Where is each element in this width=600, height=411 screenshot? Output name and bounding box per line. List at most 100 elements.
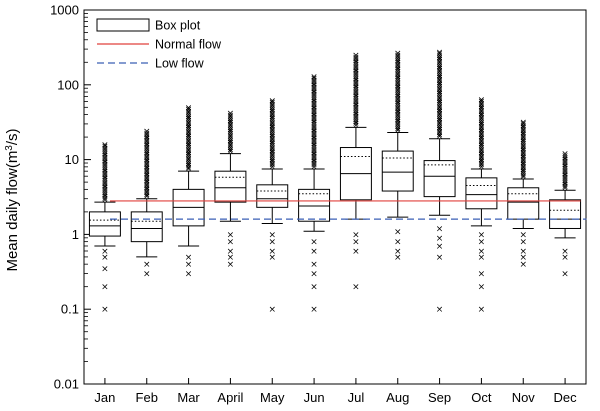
outlier-marker: × xyxy=(268,238,276,248)
outlier-marker: × xyxy=(143,129,151,139)
outlier-marker: × xyxy=(268,141,276,151)
outlier-marker: × xyxy=(436,59,444,69)
outlier-marker: × xyxy=(394,97,402,107)
outlier-marker: × xyxy=(310,122,318,132)
outlier-marker: × xyxy=(352,53,360,63)
box-oct: ××××××××××××××××××××××××××××××××××××××××… xyxy=(465,95,498,315)
outlier-marker: × xyxy=(143,162,151,172)
outlier-marker: × xyxy=(268,230,276,240)
outlier-marker: × xyxy=(227,260,235,270)
outlier-marker: × xyxy=(101,149,109,159)
outlier-marker: × xyxy=(227,113,235,123)
outlier-marker: × xyxy=(268,107,276,117)
outlier-marker: × xyxy=(185,253,193,263)
outlier-marker: × xyxy=(394,90,402,100)
outlier-marker: × xyxy=(268,139,276,149)
outlier-marker: × xyxy=(436,86,444,96)
outlier-marker: × xyxy=(227,142,235,152)
outlier-marker: × xyxy=(478,152,486,162)
outlier-marker: × xyxy=(478,115,486,125)
outlier-marker: × xyxy=(352,89,360,99)
outlier-marker: × xyxy=(519,137,527,147)
outlier-marker: × xyxy=(310,147,318,157)
outlier-marker: × xyxy=(310,161,318,171)
outlier-marker: × xyxy=(352,103,360,113)
outlier-marker: × xyxy=(478,270,486,280)
y-axis-title-main: Mean daily flow(m xyxy=(4,151,21,272)
outlier-marker: × xyxy=(478,159,486,169)
outlier-marker: × xyxy=(185,165,193,175)
outlier-marker: × xyxy=(310,136,318,146)
outlier-marker: × xyxy=(478,113,486,123)
outlier-marker: × xyxy=(478,150,486,160)
outlier-marker: × xyxy=(143,168,151,178)
outlier-marker: × xyxy=(478,283,486,293)
outlier-marker: × xyxy=(227,127,235,137)
outlier-marker: × xyxy=(227,144,235,154)
outlier-marker: × xyxy=(227,129,235,139)
outlier-marker: × xyxy=(352,58,360,68)
outlier-marker: × xyxy=(101,181,109,191)
outlier-marker: × xyxy=(394,88,402,98)
outlier-marker: × xyxy=(310,159,318,169)
outlier-marker: × xyxy=(268,145,276,155)
outlier-marker: × xyxy=(352,114,360,124)
outlier-marker: × xyxy=(352,107,360,117)
outlier-marker: × xyxy=(101,142,109,152)
outlier-marker: × xyxy=(561,159,569,169)
outlier-marker: × xyxy=(436,48,444,58)
outlier-marker: × xyxy=(143,139,151,149)
outlier-marker: × xyxy=(227,124,235,134)
outlier-marker: × xyxy=(436,118,444,128)
outlier-marker: × xyxy=(310,104,318,114)
outlier-marker: × xyxy=(561,180,569,190)
outlier-marker: × xyxy=(394,247,402,257)
outlier-marker: × xyxy=(310,129,318,139)
outlier-marker: × xyxy=(227,230,235,240)
outlier-marker: × xyxy=(436,116,444,126)
outlier-marker: × xyxy=(436,111,444,121)
outlier-marker: × xyxy=(101,171,109,181)
outlier-marker: × xyxy=(352,56,360,66)
outlier-marker: × xyxy=(310,260,318,270)
outlier-marker: × xyxy=(185,107,193,117)
outlier-marker: × xyxy=(478,129,486,139)
y-axis-title-tail: /s) xyxy=(4,128,21,145)
outlier-marker: × xyxy=(478,120,486,130)
outlier-marker: × xyxy=(143,143,151,153)
outlier-marker: × xyxy=(310,238,318,248)
outlier-marker: × xyxy=(519,141,527,151)
outlier-marker: × xyxy=(185,116,193,126)
outlier-marker: × xyxy=(436,125,444,135)
outlier-marker: × xyxy=(143,150,151,160)
outlier-marker: × xyxy=(436,80,444,90)
outlier-marker: × xyxy=(352,98,360,108)
outlier-marker: × xyxy=(352,51,360,61)
x-tick-label-jun: Jun xyxy=(304,390,325,405)
outlier-marker: × xyxy=(478,102,486,112)
outlier-marker: × xyxy=(185,112,193,122)
outlier-marker: × xyxy=(310,283,318,293)
outlier-marker: × xyxy=(101,156,109,166)
outlier-marker: × xyxy=(268,148,276,158)
outlier-marker: × xyxy=(478,154,486,164)
x-tick-label-mar: Mar xyxy=(177,390,200,405)
outlier-marker: × xyxy=(394,112,402,122)
outlier-marker: × xyxy=(394,78,402,88)
outlier-marker: × xyxy=(519,169,527,179)
outlier-marker: × xyxy=(436,73,444,83)
outlier-marker: × xyxy=(185,150,193,160)
outlier-marker: × xyxy=(101,185,109,195)
iqr-box xyxy=(549,199,582,229)
outlier-marker: × xyxy=(436,114,444,124)
x-tick-label-may: May xyxy=(260,390,285,405)
outlier-marker: × xyxy=(227,131,235,141)
outlier-marker: × xyxy=(352,64,360,74)
outlier-marker: × xyxy=(519,132,527,142)
outlier-marker: × xyxy=(101,153,109,163)
outlier-marker: × xyxy=(436,52,444,62)
outlier-marker: × xyxy=(436,75,444,85)
outlier-marker: × xyxy=(227,134,235,144)
outlier-marker: × xyxy=(268,136,276,146)
